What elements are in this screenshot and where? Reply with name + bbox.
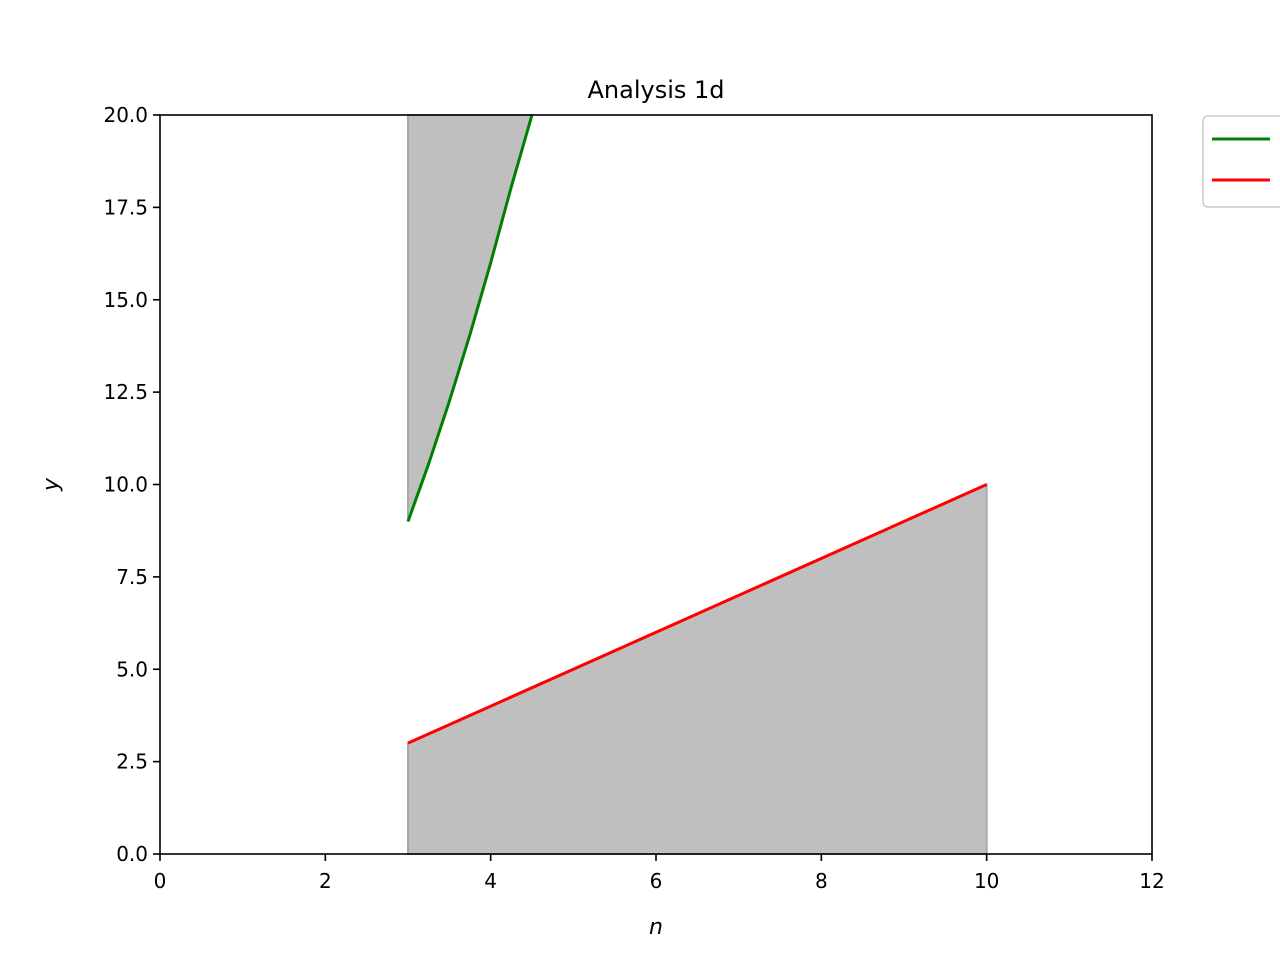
y-tick-label: 0.0 — [116, 842, 148, 866]
y-tick-label: 17.5 — [103, 195, 148, 219]
y-axis-ticks: 0.0 2.5 5.0 7.5 10.0 12.5 15.0 17.5 20.0 — [103, 103, 160, 866]
y-axis-label: y — [39, 477, 64, 492]
series-line-2 — [407, 483, 988, 745]
x-axis-ticks: 0 2 4 6 8 10 12 — [154, 854, 1165, 893]
y-tick-label: 20.0 — [103, 103, 148, 127]
x-tick-label: 2 — [319, 869, 332, 893]
y-tick-label: 15.0 — [103, 288, 148, 312]
series-lines — [406, 114, 988, 745]
legend-box — [1202, 115, 1280, 208]
x-tick-label: 8 — [815, 869, 828, 893]
x-tick-label: 10 — [974, 869, 999, 893]
y-tick-label: 2.5 — [116, 750, 148, 774]
x-tick-label: 0 — [154, 869, 167, 893]
fill-region-2 — [407, 482, 988, 855]
x-tick-label: 4 — [484, 869, 497, 893]
y-tick-label: 5.0 — [116, 657, 148, 681]
y-tick-label: 12.5 — [103, 380, 148, 404]
y-tick-label: 10.0 — [103, 473, 148, 497]
chart-title: Analysis 1d — [587, 76, 724, 104]
fill-regions — [407, 114, 988, 855]
series-line-1 — [406, 114, 534, 522]
x-axis-label: n — [649, 915, 663, 940]
x-tick-label: 6 — [650, 869, 663, 893]
y-tick-label: 7.5 — [116, 565, 148, 589]
x-tick-label: 12 — [1139, 869, 1164, 893]
legend — [1202, 115, 1280, 208]
